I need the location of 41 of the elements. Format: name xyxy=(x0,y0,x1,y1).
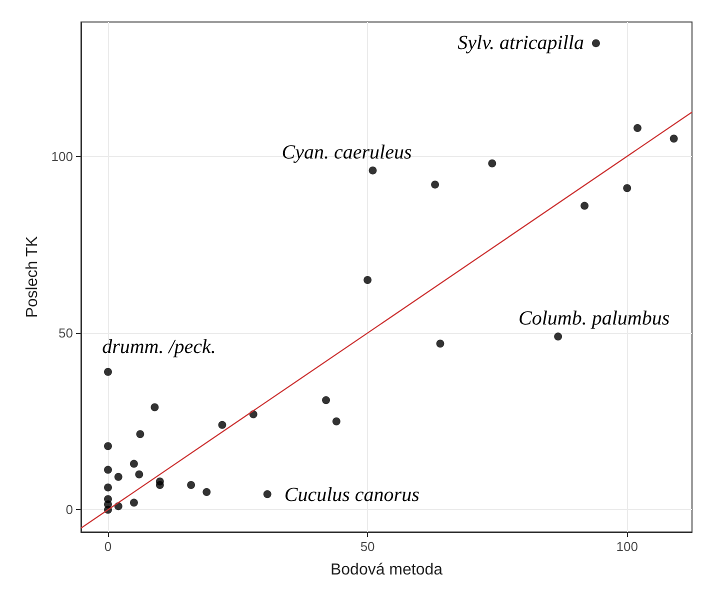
point xyxy=(135,470,144,478)
point xyxy=(130,498,138,507)
y-axis-title: Poslech TK xyxy=(24,236,41,318)
point xyxy=(488,159,496,168)
y-tick-label: 0 xyxy=(66,502,73,518)
annotation: drumm. /peck. xyxy=(102,336,216,358)
point xyxy=(670,134,678,143)
point xyxy=(187,480,196,489)
point xyxy=(554,332,562,341)
x-tick-label: 100 xyxy=(616,539,638,554)
point xyxy=(202,488,211,496)
point xyxy=(431,180,440,189)
y-tick-label: 50 xyxy=(58,326,73,341)
point xyxy=(156,480,164,489)
point xyxy=(114,472,122,481)
point xyxy=(218,420,226,429)
x-tick-label: 0 xyxy=(104,539,112,554)
y-tick-label: 100 xyxy=(51,148,73,164)
point xyxy=(263,490,272,498)
x-axis-title: Bodová metoda xyxy=(330,562,443,578)
point xyxy=(580,202,589,210)
point xyxy=(364,276,372,284)
point xyxy=(104,442,112,450)
point xyxy=(592,39,600,48)
point xyxy=(322,396,330,404)
annotation: Cuculus canorus xyxy=(284,484,420,506)
point xyxy=(136,430,144,438)
point xyxy=(623,184,632,192)
point xyxy=(150,403,159,412)
point xyxy=(104,368,112,376)
point xyxy=(104,466,112,474)
point xyxy=(104,483,112,492)
annotation: Columb. palumbus xyxy=(518,308,670,330)
annotation: Sylv. atricapilla xyxy=(458,32,584,54)
annotation: Cyan. caeruleus xyxy=(282,141,412,164)
point xyxy=(368,166,377,174)
point xyxy=(634,124,642,132)
point xyxy=(332,417,340,426)
point xyxy=(130,460,138,468)
x-tick-label: 50 xyxy=(360,539,375,554)
point xyxy=(436,340,444,348)
